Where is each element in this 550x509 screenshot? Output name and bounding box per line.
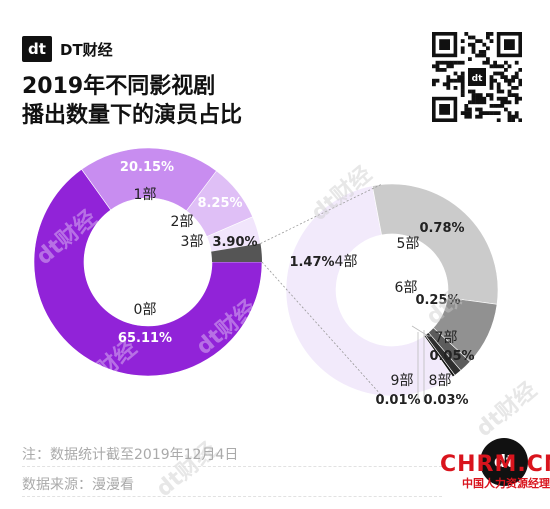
site-mark: CHRM.CN 中国人力资源经理 [440,452,550,508]
detail-value-5: 0.01% [375,393,420,408]
qr-code-icon: dt [432,32,522,122]
main-value-3: 3.90% [212,235,257,250]
main-label-3: 3部 [181,234,204,250]
site-mark-word: CHRM.CN [440,452,550,477]
detail-label-2: 6部 [395,280,418,296]
detail-label-1: 5部 [397,236,420,252]
dt-stamp-icon: dt [480,438,528,486]
detail-slice-1 [372,183,499,305]
main-slice-3 [206,216,261,252]
detail-label-4: 8部 [429,373,452,389]
footnote: 注：数据统计截至2019年12月4日 [22,447,239,463]
chart-title: 2019年不同影视剧 播出数量下的演员占比 [22,72,322,130]
detail-label-0: 4部 [335,254,358,270]
detail-value-3: 0.05% [429,349,474,364]
detail-value-0: 1.47% [289,255,334,270]
main-value-1: 20.15% [120,160,174,175]
detail-slice-0 [285,185,454,397]
main-slice-0 [33,168,263,377]
stamp-text: dt [493,452,515,472]
main-label-1: 1部 [134,187,157,203]
svg-text:dt: dt [472,74,483,84]
title-line-1: 2019年不同影视剧 [22,74,216,99]
dt-logo-icon: dt [22,36,52,62]
main-value-2: 8.25% [197,196,242,211]
detail-value-4: 0.03% [423,393,468,408]
site-mark-chinese: 中国人力资源经理 [462,477,550,490]
leader-7 [411,325,432,337]
title-line-2: 播出数量下的演员占比 [22,103,243,128]
brand-name: DT财经 [60,40,113,59]
data-source: 数据来源：漫漫看 [22,477,134,493]
detail-label-5: 9部 [391,373,414,389]
main-label-2: 2部 [171,214,194,230]
connector-top [260,183,383,244]
footer-divider-1 [22,466,442,467]
brand: dt DT财经 [22,36,113,62]
detail-value-1: 0.78% [419,221,464,236]
detail-label-3: 7部 [435,330,458,346]
footer-divider-2 [22,496,442,497]
main-label-0: 0部 [134,302,157,318]
main-slice-rest [211,243,262,262]
logo-text: dt [28,40,46,58]
connector-bottom [261,261,383,397]
main-value-0: 65.11% [118,331,172,346]
detail-value-2: 0.25% [415,293,460,308]
